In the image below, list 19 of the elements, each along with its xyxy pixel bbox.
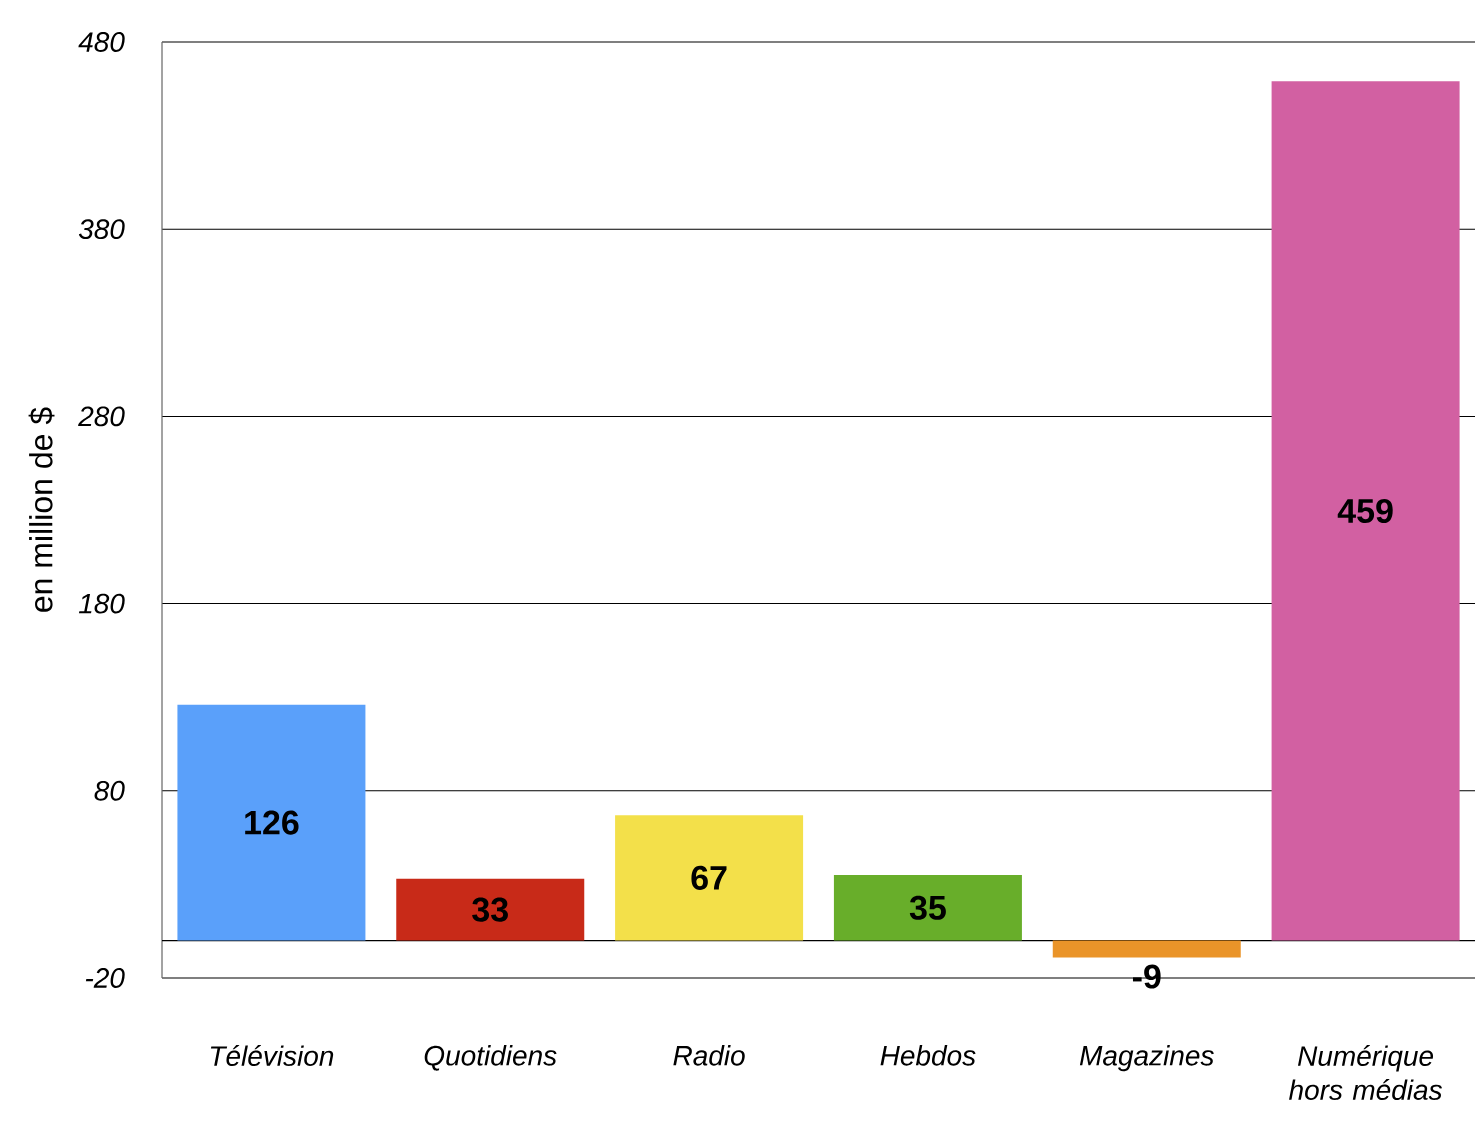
x-tick-label: Radio [673, 1045, 745, 1066]
y-tick-label: 380 [78, 219, 125, 240]
data-label: 33 [472, 897, 508, 922]
y-tick-label: 80 [94, 780, 125, 801]
y-tick-label: -20 [85, 968, 125, 988]
data-label: 67 [691, 865, 727, 890]
data-label: 126 [245, 810, 299, 835]
x-tick-label: Quotidiens [424, 1045, 557, 1071]
y-axis-title: en million de $ [28, 407, 55, 612]
y-tick-label: 480 [78, 32, 125, 52]
y-tick-label: 180 [78, 593, 125, 614]
y-tick-label: 280 [78, 406, 125, 427]
x-tick-label: Hebdos [880, 1045, 976, 1066]
x-tick-label: Numérique hors médias [1289, 1045, 1443, 1100]
x-tick-label: Télévision [210, 1045, 334, 1066]
data-label: 35 [909, 895, 946, 920]
data-label: -9 [1132, 964, 1161, 989]
x-tick-label: Magazines [1079, 1045, 1214, 1072]
data-label: 459 [1337, 498, 1393, 523]
